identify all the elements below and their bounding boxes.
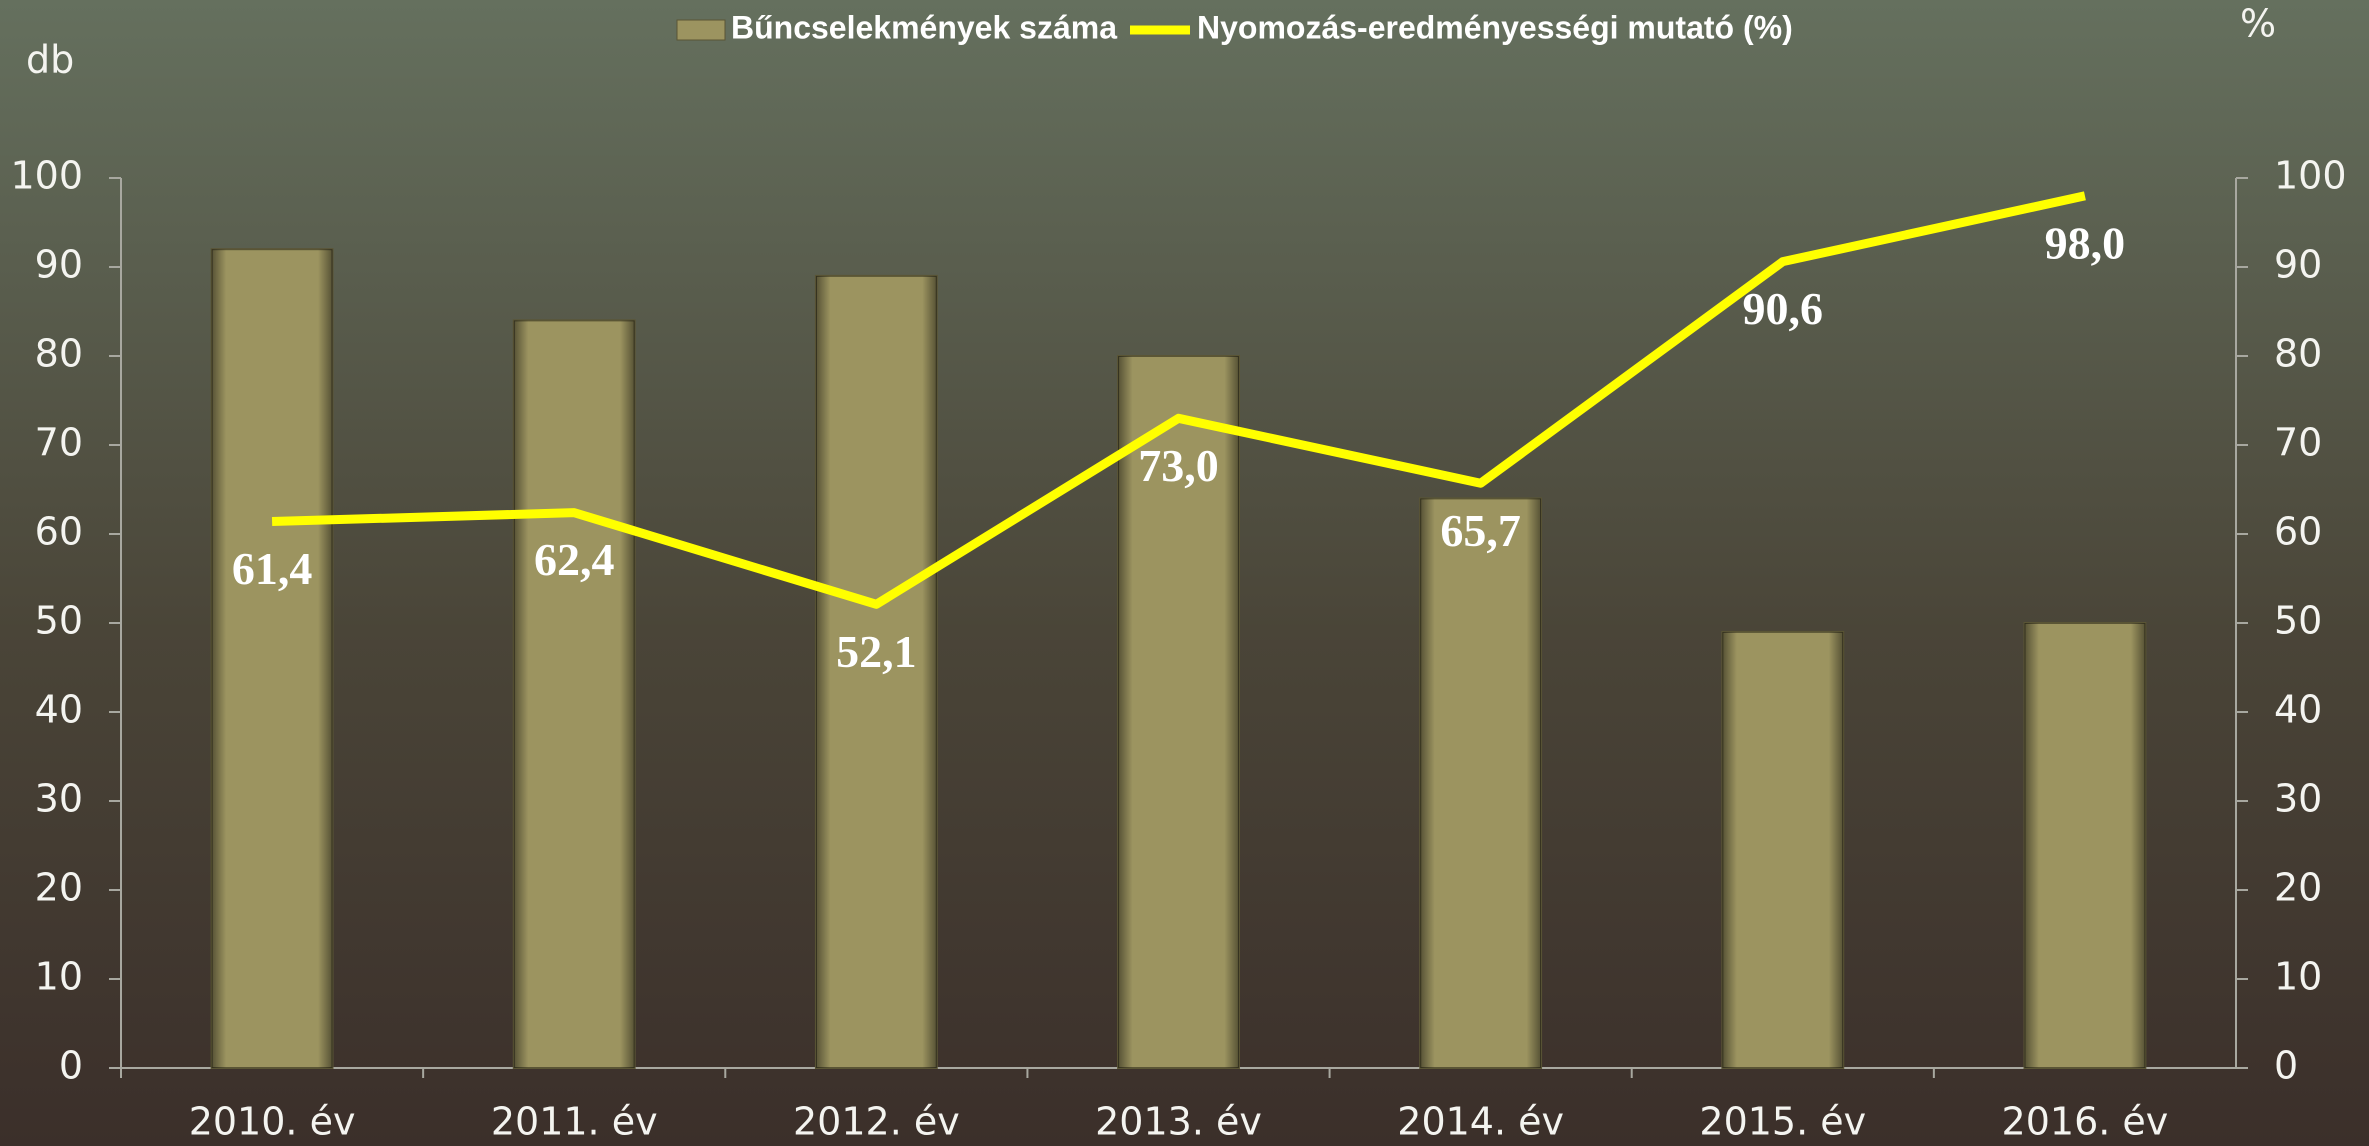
bar-shade [1118,356,1239,1068]
x-tick-label: 2013. év [1095,1100,1262,1144]
y-tick-label: 30 [35,777,83,821]
y2-tick-label: 50 [2274,599,2322,643]
y-tick-label: 60 [35,510,83,554]
y2-tick-label: 70 [2274,421,2322,465]
y-tick-label: 40 [35,688,83,732]
bar-shade [815,275,937,1068]
y2-tick-label: 20 [2274,866,2322,910]
y2-tick-label: 80 [2274,332,2322,376]
y2-tick-label: 40 [2274,688,2322,732]
y2-axis-label: % [2240,2,2276,46]
x-tick-label: 2015. év [1699,1100,1866,1144]
y-tick-label: 0 [59,1044,83,1088]
legend-swatch [676,19,726,41]
y-tick-label: 80 [35,332,83,376]
y-tick-label: 100 [10,154,83,198]
x-tick-label: 2011. év [491,1100,658,1144]
bar-shade [1722,631,1844,1068]
y-tick-label: 90 [35,243,83,287]
x-tick-label: 2016. év [2002,1100,2169,1144]
data-label: 61,4 [232,543,313,594]
y2-tick-label: 90 [2274,243,2322,287]
y-tick-label: 70 [35,421,83,465]
y2-tick-label: 0 [2274,1044,2298,1088]
y-tick-label: 10 [35,955,83,999]
data-label: 52,1 [836,626,917,677]
y-tick-label: 50 [35,599,83,643]
data-label: 65,7 [1440,505,1521,556]
bar-shade [2024,623,2146,1068]
line [271,191,2086,609]
legend-label: Nyomozás-eredményességi mutató (%) [1197,9,1793,45]
data-label: 73,0 [1138,440,1219,491]
x-tick-label: 2012. év [793,1100,960,1144]
x-tick-label: 2010. év [189,1100,356,1144]
x-tick-label: 2014. év [1397,1100,1564,1144]
y2-tick-label: 10 [2274,955,2322,999]
y-axis-label: db [26,38,74,82]
data-label: 98,0 [2045,217,2126,268]
bar-shade [513,320,635,1068]
bar-shade [211,249,333,1068]
bar-shade [1420,498,1542,1068]
data-label: 90,6 [1743,283,1824,334]
y2-tick-label: 30 [2274,777,2322,821]
y2-tick-label: 60 [2274,510,2322,554]
y2-tick-label: 100 [2274,154,2347,198]
data-label: 62,4 [534,534,615,585]
legend-label: Bűncselekmények száma [731,9,1117,45]
y-tick-label: 20 [35,866,83,910]
